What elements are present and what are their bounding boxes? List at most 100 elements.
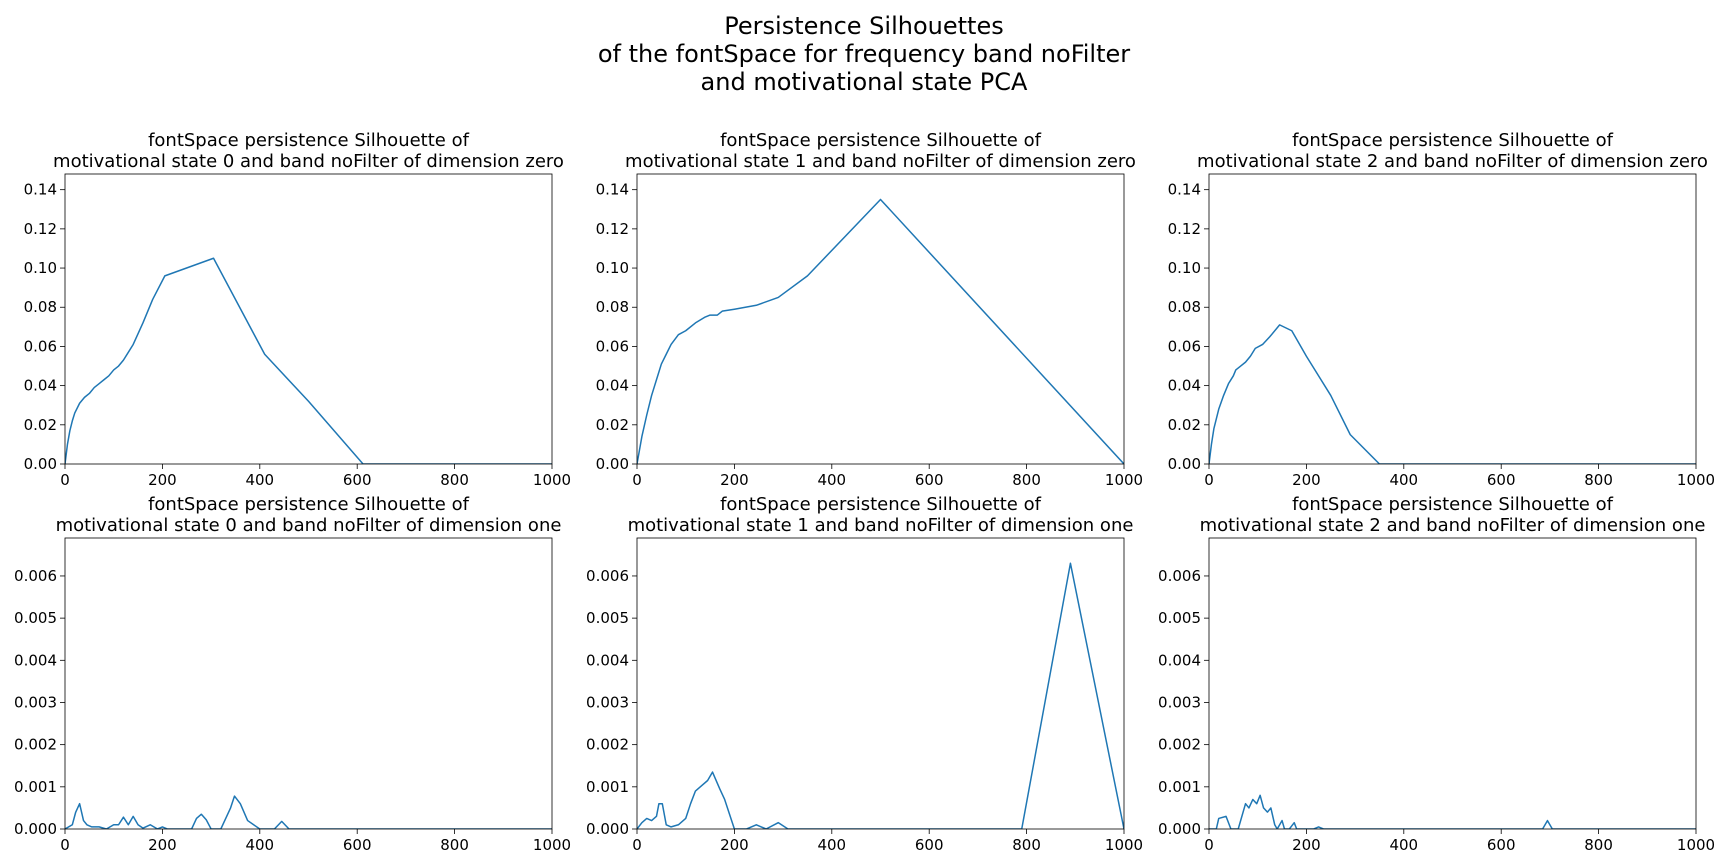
x-tick-label: 200 (720, 836, 749, 854)
y-tick-label: 0.12 (24, 220, 57, 238)
x-tick-label: 0 (60, 836, 70, 854)
x-tick-label: 200 (148, 471, 177, 489)
x-tick-label: 0 (60, 471, 70, 489)
chart-panel: fontSpace persistence Silhouette ofmotiv… (1168, 130, 1716, 489)
series-line (1209, 794, 1696, 829)
x-tick-label: 800 (440, 471, 469, 489)
y-tick-label: 0.06 (24, 337, 57, 355)
y-tick-label: 0.002 (1158, 736, 1201, 754)
y-tick-label: 0.12 (1168, 220, 1201, 238)
y-tick-label: 0.004 (14, 651, 57, 669)
y-tick-label: 0.10 (1168, 259, 1201, 277)
y-tick-label: 0.14 (1168, 181, 1201, 199)
series-line (65, 257, 552, 464)
x-tick-label: 800 (440, 836, 469, 854)
axes-frame (636, 173, 1125, 465)
chart-title-line: fontSpace persistence Silhouette of (148, 130, 470, 151)
x-tick-label: 0 (1204, 836, 1214, 854)
y-tick-label: 0.00 (1168, 455, 1201, 473)
x-tick-label: 200 (1292, 836, 1321, 854)
chart-panel: fontSpace persistence Silhouette ofmotiv… (24, 130, 572, 489)
chart-panel: fontSpace persistence Silhouette ofmotiv… (586, 494, 1143, 854)
x-tick-label: 200 (1292, 471, 1321, 489)
series-line (65, 795, 552, 829)
x-tick-label: 800 (1012, 471, 1041, 489)
chart-title-line: motivational state 0 and band noFilter o… (53, 151, 564, 172)
y-tick-label: 0.08 (24, 298, 57, 316)
chart-title-line: motivational state 2 and band noFilter o… (1200, 515, 1706, 536)
y-tick-label: 0.06 (596, 337, 629, 355)
x-tick-label: 1000 (1105, 836, 1143, 854)
y-tick-label: 0.004 (1158, 651, 1201, 669)
axes-frame (1208, 537, 1697, 830)
y-tick-label: 0.000 (1158, 820, 1201, 838)
chart-title-line: fontSpace persistence Silhouette of (720, 130, 1042, 151)
y-tick-label: 0.10 (596, 259, 629, 277)
chart-title-line: fontSpace persistence Silhouette of (720, 494, 1042, 515)
x-tick-label: 600 (915, 836, 944, 854)
x-tick-label: 600 (1487, 471, 1516, 489)
y-tick-label: 0.005 (1158, 609, 1201, 627)
y-tick-label: 0.02 (24, 416, 57, 434)
chart-panel: fontSpace persistence Silhouette ofmotiv… (596, 130, 1144, 489)
x-tick-label: 1000 (1105, 471, 1143, 489)
y-tick-label: 0.04 (1168, 377, 1201, 395)
chart-title-line: fontSpace persistence Silhouette of (148, 494, 470, 515)
x-tick-label: 0 (1204, 471, 1214, 489)
x-tick-label: 400 (245, 471, 274, 489)
y-tick-label: 0.08 (1168, 298, 1201, 316)
suptitle-line: and motivational state PCA (700, 68, 1028, 96)
y-tick-label: 0.02 (596, 416, 629, 434)
y-tick-label: 0.02 (1168, 416, 1201, 434)
x-tick-label: 1000 (1677, 836, 1715, 854)
x-tick-label: 0 (632, 471, 642, 489)
axes-frame (636, 537, 1125, 830)
series-line (637, 562, 1124, 829)
y-tick-label: 0.06 (1168, 337, 1201, 355)
x-tick-label: 0 (632, 836, 642, 854)
y-tick-label: 0.005 (14, 609, 57, 627)
chart-panel: fontSpace persistence Silhouette ofmotiv… (1158, 494, 1715, 854)
series-line (1209, 324, 1696, 464)
chart-title-line: motivational state 1 and band noFilter o… (625, 151, 1136, 172)
chart-panel: fontSpace persistence Silhouette ofmotiv… (14, 494, 571, 854)
x-tick-label: 400 (245, 836, 274, 854)
y-tick-label: 0.000 (14, 820, 57, 838)
chart-title-line: fontSpace persistence Silhouette of (1292, 494, 1614, 515)
axes-frame (1208, 173, 1697, 465)
chart-title-line: motivational state 0 and band noFilter o… (56, 515, 562, 536)
series-line (637, 198, 1124, 464)
y-tick-label: 0.003 (14, 693, 57, 711)
y-tick-label: 0.001 (14, 778, 57, 796)
y-tick-label: 0.004 (586, 651, 629, 669)
x-tick-label: 1000 (533, 836, 571, 854)
chart-title-line: motivational state 1 and band noFilter o… (628, 515, 1134, 536)
x-tick-label: 600 (343, 471, 372, 489)
x-tick-label: 200 (720, 471, 749, 489)
y-tick-label: 0.00 (24, 455, 57, 473)
suptitle-line: of the fontSpace for frequency band noFi… (597, 40, 1131, 68)
y-tick-label: 0.002 (586, 736, 629, 754)
y-tick-label: 0.08 (596, 298, 629, 316)
y-tick-label: 0.14 (596, 181, 629, 199)
axes-frame (64, 173, 553, 465)
x-tick-label: 600 (1487, 836, 1516, 854)
y-tick-label: 0.10 (24, 259, 57, 277)
x-tick-label: 400 (1389, 471, 1418, 489)
chart-title-line: fontSpace persistence Silhouette of (1292, 130, 1614, 151)
x-tick-label: 400 (817, 836, 846, 854)
y-tick-label: 0.006 (14, 567, 57, 585)
x-tick-label: 400 (1389, 836, 1418, 854)
y-tick-label: 0.000 (586, 820, 629, 838)
axes-frame (64, 537, 553, 830)
y-tick-label: 0.04 (596, 377, 629, 395)
x-tick-label: 800 (1584, 836, 1613, 854)
x-tick-label: 600 (343, 836, 372, 854)
y-tick-label: 0.006 (586, 567, 629, 585)
y-tick-label: 0.003 (586, 693, 629, 711)
y-tick-label: 0.002 (14, 736, 57, 754)
y-tick-label: 0.04 (24, 377, 57, 395)
y-tick-label: 0.003 (1158, 693, 1201, 711)
x-tick-label: 1000 (1677, 471, 1715, 489)
x-tick-label: 800 (1584, 471, 1613, 489)
